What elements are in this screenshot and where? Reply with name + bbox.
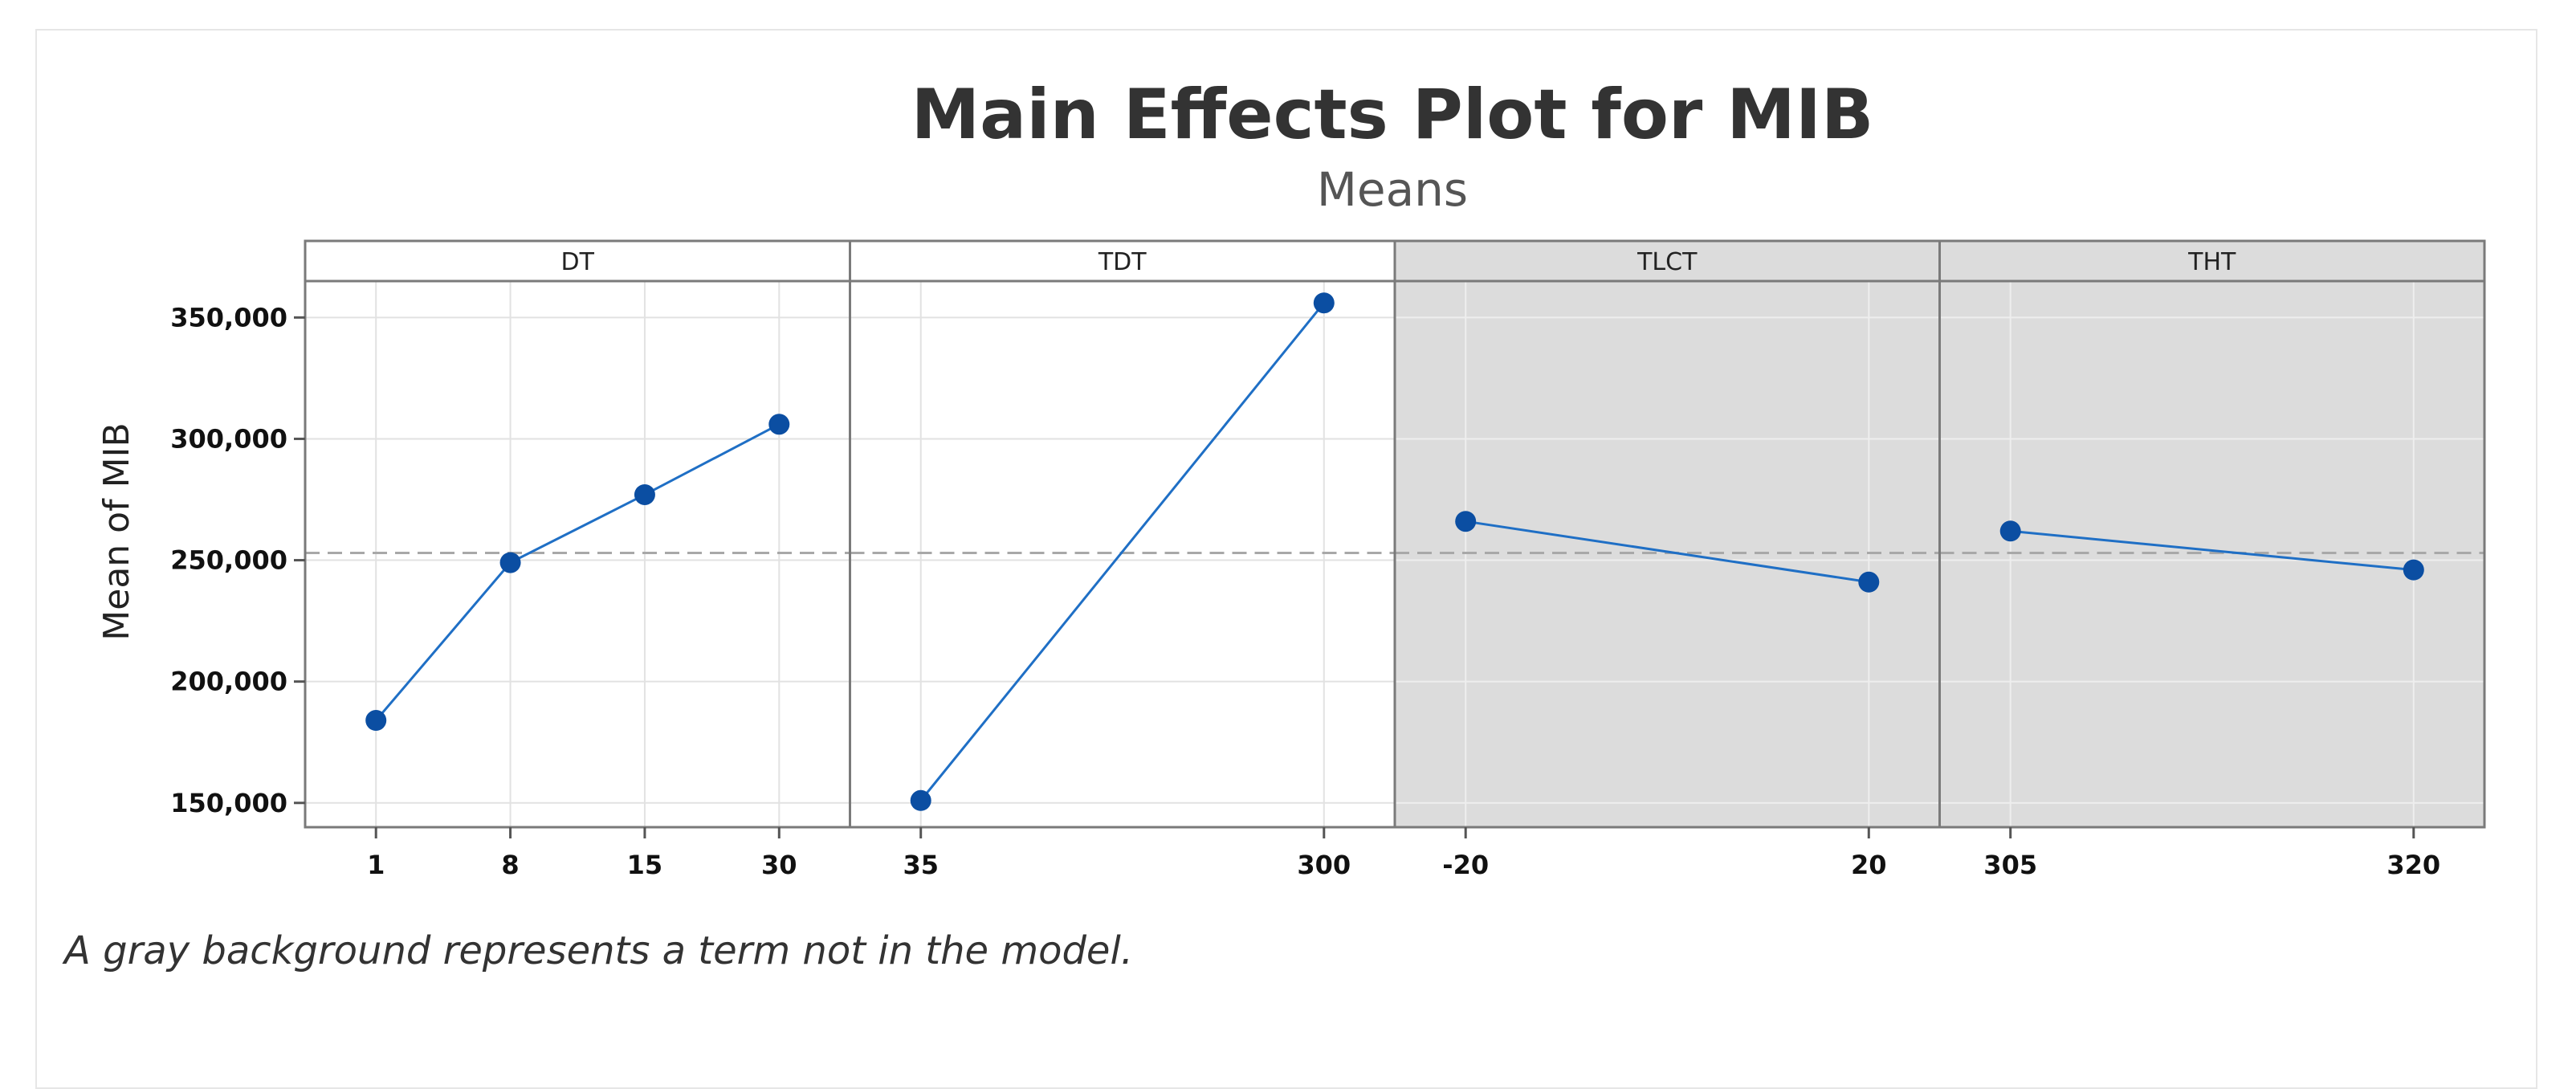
y-axis: 150,000 200,000 250,000 300,000 350,000 <box>170 302 305 818</box>
panel-background <box>1395 281 1940 827</box>
panel-background <box>850 281 1395 827</box>
y-tick-label: 200,000 <box>170 667 287 697</box>
panel-border <box>1938 279 2486 829</box>
data-point-tlct-20 <box>1858 571 1880 593</box>
panel-background <box>1939 281 2484 827</box>
panel-tdt: TDT 35 300 <box>849 239 1396 880</box>
x-tick-label: 305 <box>1983 850 2037 880</box>
panel-strip-label: TDT <box>1098 248 1147 276</box>
data-point-tht-305 <box>1999 520 2021 542</box>
x-tick-label: 30 <box>761 850 797 880</box>
data-point-dt-30 <box>768 414 790 435</box>
chart-title: Main Effects Plot for MIB <box>911 75 1874 155</box>
series-line-dt <box>375 422 780 721</box>
panel-tlct: TLCT -20 20 <box>1393 239 1941 880</box>
chart-footnote: A gray background represents a term not … <box>62 928 1133 973</box>
series-line-tdt <box>919 302 1325 801</box>
panel-background <box>305 281 850 827</box>
data-point-tlct--20 <box>1455 511 1477 532</box>
data-point-dt-1 <box>365 710 387 732</box>
chart-subtitle: Means <box>1317 162 1468 217</box>
data-point-dt-15 <box>634 483 655 505</box>
x-tick-label: 300 <box>1297 850 1351 880</box>
panel-strip-label: DT <box>561 248 595 276</box>
panel-strip <box>849 239 1396 283</box>
data-point-dt-8 <box>499 552 521 573</box>
series-line-tlct <box>1465 520 1869 584</box>
panel-dt: DT 1 8 15 30 <box>304 239 851 880</box>
chart-panels: DT 1 8 15 30 TDT 35 300 TLCT -20 20 THT 305 320 <box>304 239 2486 880</box>
y-tick-label: 150,000 <box>170 788 287 818</box>
data-point-tdt-35 <box>910 789 931 811</box>
y-axis-label: Mean of MIB <box>96 422 137 640</box>
x-tick-label: 320 <box>2386 850 2440 880</box>
y-tick-label: 350,000 <box>170 302 287 332</box>
x-tick-label: -20 <box>1442 850 1489 880</box>
panel-tht: THT 305 320 <box>1938 239 2486 880</box>
x-tick-label: 20 <box>1851 850 1887 880</box>
x-tick-label: 8 <box>501 850 519 880</box>
y-tick-label: 250,000 <box>170 545 287 576</box>
series-line-tht <box>2010 529 2414 572</box>
x-tick-label: 15 <box>627 850 663 880</box>
panel-strip-label: THT <box>2187 248 2236 276</box>
panel-strip-label: TLCT <box>1636 248 1698 276</box>
x-tick-label: 35 <box>903 850 939 880</box>
data-point-tdt-300 <box>1313 292 1335 314</box>
panel-strip <box>1938 239 2486 283</box>
panel-strip <box>304 239 851 283</box>
x-tick-label: 1 <box>367 850 385 880</box>
y-tick-label: 300,000 <box>170 423 287 454</box>
data-point-tht-320 <box>2403 559 2424 581</box>
